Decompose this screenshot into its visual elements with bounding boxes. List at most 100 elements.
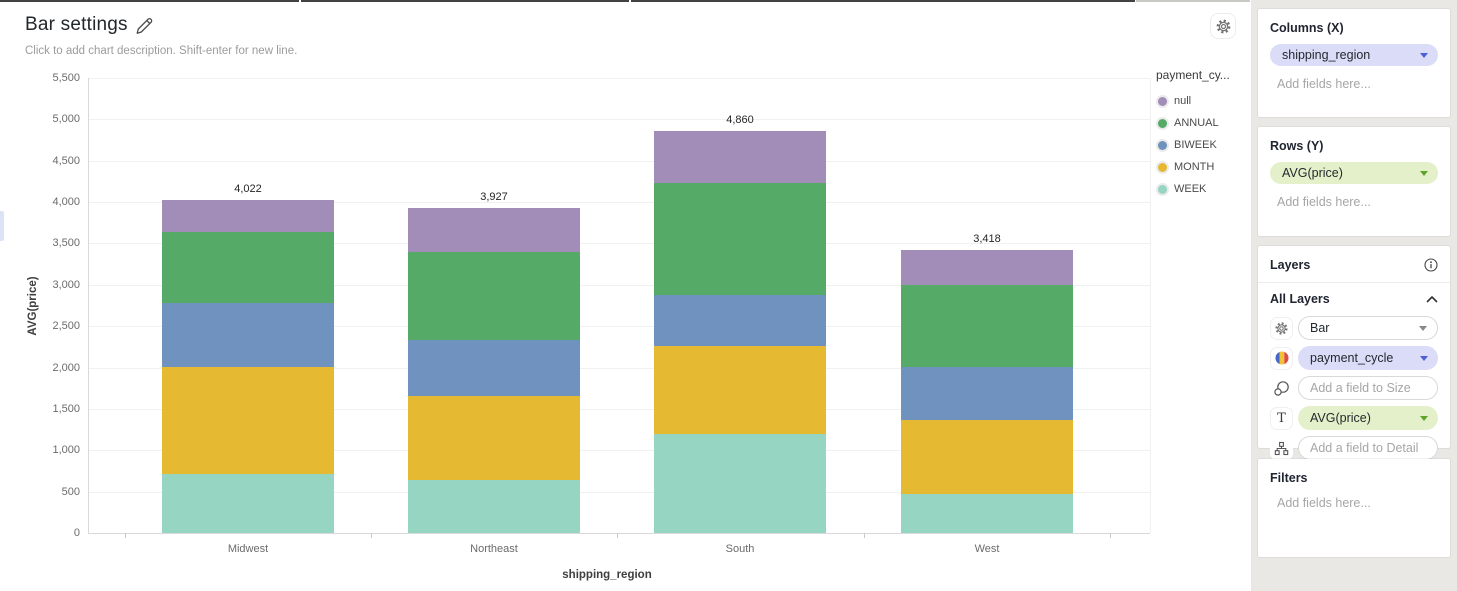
text-icon[interactable]: T (1270, 406, 1293, 430)
layer-detail-row: Add a field to Detail (1270, 436, 1438, 460)
legend-swatch-icon (1158, 118, 1167, 128)
detail-placeholder: Add a field to Detail (1310, 441, 1419, 455)
rows-y-dropzone[interactable]: Add fields here... (1277, 195, 1371, 209)
chevron-down-icon (1420, 170, 1428, 176)
field-label: AVG(price) (1282, 166, 1343, 180)
bar-segment-MONTH[interactable] (901, 419, 1073, 494)
bar-segment-MONTH[interactable] (654, 346, 826, 434)
x-axis-tick (125, 533, 126, 538)
gridline (88, 119, 1150, 121)
left-scroll-indicator (0, 211, 4, 241)
legend-swatch-icon (1158, 184, 1167, 194)
divider (1258, 282, 1450, 283)
gear-icon[interactable] (1270, 316, 1293, 340)
bar-total-label: 3,927 (480, 191, 508, 204)
field-label: AVG(price) (1310, 411, 1371, 425)
bar-segment-BIWEEK[interactable] (162, 302, 334, 368)
x-axis-tick (371, 533, 372, 538)
layers-title: Layers (1270, 258, 1311, 272)
rows-y-card: Rows (Y) AVG(price) Add fields here... (1258, 127, 1450, 236)
detail-field-input[interactable]: Add a field to Detail (1298, 436, 1438, 460)
filters-title: Filters (1270, 471, 1308, 485)
layers-card: Layers All Layers (1258, 246, 1450, 460)
y-axis-tick-label: 2,500 (52, 320, 80, 333)
bar-segment-ANNUAL[interactable] (408, 251, 580, 340)
color-field-pill[interactable]: payment_cycle (1298, 346, 1438, 370)
legend-item-ANNUAL[interactable]: ANNUAL (1156, 112, 1256, 134)
filters-dropzone[interactable]: Add fields here... (1277, 496, 1371, 510)
gridline (88, 78, 1150, 79)
info-icon[interactable] (1424, 258, 1438, 272)
y-axis-tick-label: 3,500 (52, 237, 80, 250)
size-placeholder: Add a field to Size (1310, 381, 1411, 395)
legend-label: WEEK (1174, 183, 1207, 195)
bar-segment-ANNUAL[interactable] (901, 285, 1073, 368)
legend-item-WEEK[interactable]: WEEK (1156, 178, 1256, 200)
rows-y-field-pill[interactable]: AVG(price) (1270, 162, 1438, 184)
y-axis-tick-label: 3,000 (52, 278, 80, 291)
gridline (88, 243, 1150, 245)
bar-segment-null[interactable] (162, 200, 334, 232)
y-axis-tick-label: 5,000 (52, 113, 80, 126)
bar-segment-BIWEEK[interactable] (901, 367, 1073, 420)
y-axis-tick-label: 1,000 (52, 444, 80, 457)
legend-swatch-icon (1158, 140, 1167, 150)
bar-segment-null[interactable] (408, 208, 580, 252)
layer-mark-row: Bar (1270, 316, 1438, 340)
x-axis-category-label: West (974, 543, 1000, 555)
legend-item-MONTH[interactable]: MONTH (1156, 156, 1256, 178)
layer-size-row: Add a field to Size (1270, 376, 1438, 400)
bar-segment-WEEK[interactable] (162, 473, 334, 533)
color-palette-icon[interactable] (1270, 346, 1293, 370)
bar-segment-WEEK[interactable] (901, 493, 1073, 533)
bar-segment-MONTH[interactable] (162, 367, 334, 474)
bar-segment-BIWEEK[interactable] (408, 339, 580, 397)
top-edge-gap (299, 0, 301, 2)
chevron-down-icon (1420, 415, 1428, 421)
gridline (88, 160, 1150, 162)
chevron-down-icon (1420, 52, 1428, 58)
bar-segment-MONTH[interactable] (408, 396, 580, 481)
chevron-down-icon (1419, 325, 1427, 331)
field-label: payment_cycle (1310, 351, 1394, 365)
columns-x-field-pill[interactable]: shipping_region (1270, 44, 1438, 66)
rows-y-title: Rows (Y) (1270, 139, 1324, 153)
plot-right-border (1150, 78, 1151, 533)
chevron-up-icon[interactable] (1426, 295, 1438, 303)
size-field-input[interactable]: Add a field to Size (1298, 376, 1438, 400)
chart-settings-button[interactable] (1210, 13, 1236, 39)
detail-sitemap-icon[interactable] (1270, 436, 1293, 460)
bar-total-label: 4,022 (234, 183, 262, 196)
gridline (88, 284, 1150, 286)
bar-segment-BIWEEK[interactable] (654, 294, 826, 347)
bar-segment-ANNUAL[interactable] (654, 182, 826, 295)
chart-legend: payment_cy... null ANNUAL BIWEEK MONTH WEEK (1156, 68, 1256, 200)
legend-swatch-icon (1158, 96, 1167, 106)
size-icon[interactable] (1270, 376, 1293, 400)
y-axis-tick-label: 4,000 (52, 196, 80, 209)
top-edge-line-light (1136, 0, 1250, 2)
bar-segment-null[interactable] (901, 250, 1073, 286)
text-field-pill[interactable]: AVG(price) (1298, 406, 1438, 430)
layer-color-row: payment_cycle (1270, 346, 1438, 370)
x-axis-tick (1110, 533, 1111, 538)
y-axis-tick-label: 2,000 (52, 361, 80, 374)
bar-segment-WEEK[interactable] (408, 480, 580, 533)
edit-title-pencil-icon[interactable] (134, 17, 153, 36)
chevron-down-icon (1420, 355, 1428, 361)
y-axis-title: AVG(price) (27, 275, 39, 336)
columns-x-dropzone[interactable]: Add fields here... (1277, 77, 1371, 91)
legend-item-null[interactable]: null (1156, 90, 1256, 112)
gear-icon (1216, 19, 1230, 33)
y-axis-tick-label: 5,500 (52, 72, 80, 84)
bar-segment-null[interactable] (654, 130, 826, 183)
mark-type-dropdown[interactable]: Bar (1298, 316, 1438, 340)
bar-segment-ANNUAL[interactable] (162, 231, 334, 303)
settings-sidebar: Columns (X) shipping_region Add fields h… (1251, 0, 1457, 591)
x-axis-tick (864, 533, 865, 538)
bar-segment-WEEK[interactable] (654, 433, 826, 533)
x-axis-category-label: Midwest (227, 543, 269, 555)
chart-description-placeholder[interactable]: Click to add chart description. Shift-en… (25, 45, 298, 57)
legend-item-BIWEEK[interactable]: BIWEEK (1156, 134, 1256, 156)
